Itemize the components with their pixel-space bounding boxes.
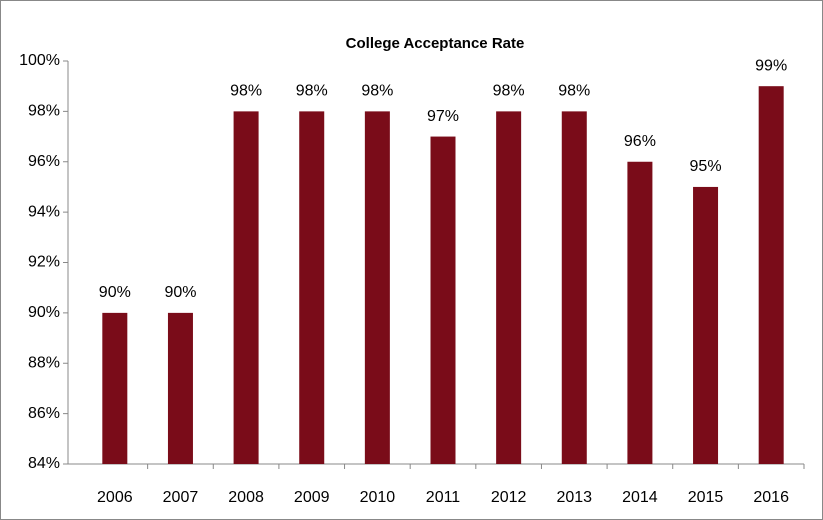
value-label: 97% — [427, 108, 459, 125]
bar — [233, 111, 259, 464]
y-tick-label: 84% — [28, 455, 60, 472]
value-label: 99% — [755, 57, 787, 74]
bar — [627, 161, 653, 464]
value-label: 90% — [164, 284, 196, 301]
chart-title: College Acceptance Rate — [346, 35, 525, 52]
bar — [430, 136, 456, 464]
x-tick-label: 2009 — [294, 489, 330, 506]
x-tick-label: 2007 — [163, 489, 199, 506]
x-tick-label: 2012 — [491, 489, 527, 506]
bar — [299, 111, 325, 464]
value-label: 96% — [624, 133, 656, 150]
value-label: 98% — [230, 83, 262, 100]
bar — [364, 111, 390, 464]
y-tick-label: 96% — [28, 153, 60, 170]
bar — [167, 312, 193, 464]
y-tick-label: 88% — [28, 354, 60, 371]
value-label: 98% — [361, 83, 393, 100]
x-tick-label: 2008 — [228, 489, 264, 506]
value-label: 90% — [99, 284, 131, 301]
bar — [561, 111, 587, 464]
value-label: 95% — [690, 158, 722, 175]
value-label: 98% — [558, 83, 590, 100]
value-label: 98% — [493, 83, 525, 100]
y-tick-label: 92% — [28, 254, 60, 271]
x-tick-label: 2015 — [688, 489, 724, 506]
value-label: 98% — [296, 83, 328, 100]
x-tick-label: 2006 — [97, 489, 133, 506]
x-tick-label: 2011 — [426, 489, 461, 506]
x-tick-label: 2016 — [753, 489, 789, 506]
bar — [496, 111, 522, 464]
y-tick-label: 86% — [28, 405, 60, 422]
x-tick-label: 2010 — [360, 489, 396, 506]
x-tick-label: 2013 — [556, 489, 592, 506]
y-tick-label: 98% — [28, 103, 60, 120]
y-tick-label: 100% — [19, 52, 60, 69]
y-tick-label: 90% — [28, 304, 60, 321]
bar — [102, 312, 128, 464]
bar — [693, 186, 719, 464]
x-tick-label: 2014 — [622, 489, 658, 506]
bar — [758, 86, 784, 464]
y-tick-label: 94% — [28, 203, 60, 220]
